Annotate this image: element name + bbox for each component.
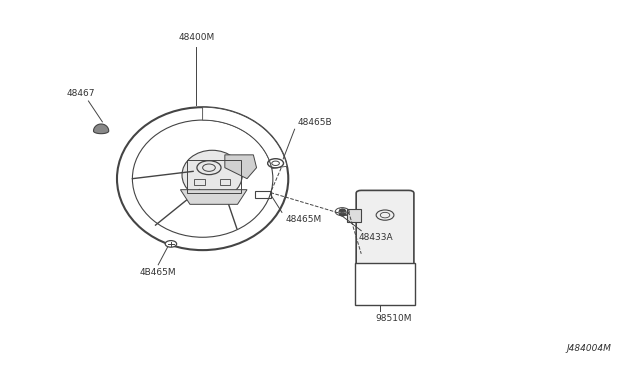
Text: 48465B: 48465B: [298, 118, 332, 127]
Text: 48465M: 48465M: [285, 215, 321, 224]
Bar: [348, 209, 361, 222]
Ellipse shape: [165, 241, 177, 247]
Text: 48400M: 48400M: [178, 33, 214, 42]
Text: 98510M: 98510M: [376, 314, 412, 323]
Bar: [220, 179, 230, 185]
Polygon shape: [180, 190, 247, 204]
Text: 48433A: 48433A: [358, 233, 393, 242]
Text: 4B465M: 4B465M: [139, 269, 176, 278]
Text: 48467: 48467: [66, 89, 95, 98]
Bar: [355, 263, 415, 305]
Text: J484004M: J484004M: [567, 344, 612, 353]
Ellipse shape: [182, 150, 243, 200]
Polygon shape: [225, 155, 257, 179]
Polygon shape: [93, 124, 109, 134]
Polygon shape: [203, 107, 287, 169]
Bar: [195, 179, 205, 185]
FancyBboxPatch shape: [356, 190, 414, 277]
